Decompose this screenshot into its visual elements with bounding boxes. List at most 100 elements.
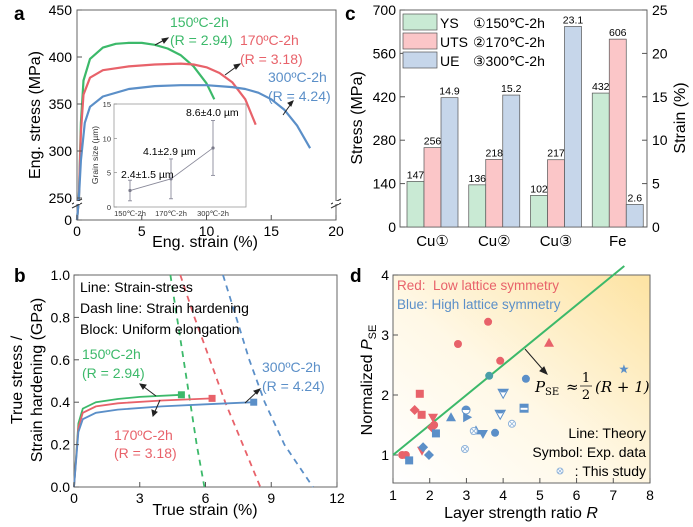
- x-tick-label: 8: [646, 487, 654, 503]
- x-tick-label: 6: [573, 487, 581, 503]
- panel-d-note-this-study: : This study: [575, 463, 646, 479]
- panel-b-ylabel-line2: Strain hardening (GPa): [29, 298, 46, 463]
- data-point-blue-star: [619, 364, 629, 374]
- category-label: Fe: [609, 233, 627, 250]
- x-tick-label: 4: [499, 487, 507, 503]
- bar-uts: [608, 38, 627, 228]
- panel-d-ylabel: Normalized PSE: [359, 325, 379, 436]
- x-tick-label: 5: [536, 487, 544, 503]
- x-tick-label: 7: [609, 487, 617, 503]
- legend-swatch-ue: [402, 51, 438, 69]
- y-tick-label: 4: [381, 267, 389, 283]
- y-tick-label: 0.0: [51, 479, 71, 495]
- bar-value-label: 2.6: [627, 192, 642, 204]
- x-tick-label: 20: [328, 223, 344, 239]
- inset-point: [169, 177, 173, 181]
- inset-y-tick-label: 15: [103, 100, 111, 109]
- data-point-blue-circle: [491, 428, 500, 437]
- legend-label-uts: UTS: [440, 34, 468, 50]
- uniform-elongation-block: [208, 394, 216, 402]
- panel-c-frame: [399, 9, 648, 228]
- panel-c-y2label: Strain (%): [672, 82, 689, 153]
- category-label: Cu②: [478, 233, 511, 250]
- panel-d-frame: [392, 274, 651, 484]
- y-tick-label: 0: [64, 212, 72, 228]
- bar-value-label: 217: [547, 148, 565, 160]
- y-tick-label: 350: [49, 96, 73, 112]
- panel-c-chart: 147 256 14.9 Cu① 136 218 15.2 Cu② 102 217 23.1 Cu③ 4…: [349, 2, 689, 250]
- b-annot-300-name: 300ºC-2h: [262, 359, 321, 375]
- equation-rhs: (R + 1): [595, 378, 650, 396]
- y-tick-label: 420: [373, 89, 397, 105]
- curve-170ºC-2h: [75, 62, 257, 221]
- marker-fill: [498, 389, 509, 393]
- marker-fill: [520, 409, 529, 413]
- data-point-teal-circle: [485, 371, 494, 380]
- panel-d-note-line: Line: Theory: [568, 425, 646, 441]
- category-label: Cu①: [416, 233, 449, 250]
- data-point-red-circle: [453, 340, 462, 348]
- bar-ys: [591, 92, 610, 228]
- b-annot-150-r: (R = 2.94): [82, 365, 145, 381]
- inset-value-label: 4.1±2.9 µm: [143, 146, 196, 158]
- y2-tick-label: 0: [652, 219, 660, 235]
- equation-numerator: 1: [582, 371, 590, 386]
- panel-d-xlabel: Layer strength ratio R: [444, 505, 598, 522]
- y2-tick-label: 5: [652, 176, 660, 192]
- panel-c-ylabel: Stress (MPa): [349, 71, 366, 164]
- equation-approx: ≈: [566, 378, 579, 396]
- data-point-blue-triangle-down: [477, 430, 488, 439]
- bar-uts: [423, 147, 442, 228]
- x-tick-label: 15: [263, 223, 279, 239]
- data-point-red-square: [415, 389, 424, 398]
- legend-label-ys: YS: [440, 15, 459, 31]
- bar-uts: [547, 159, 565, 228]
- stress-curve-300ºC-2h: [73, 401, 254, 488]
- legend-label-ue: UE: [440, 53, 459, 69]
- x-tick-label: 6: [202, 490, 210, 506]
- equation-arrow: [524, 348, 548, 375]
- bar-ys: [530, 195, 548, 228]
- bar-value-label: 218: [485, 147, 503, 159]
- bar-ue: [625, 204, 644, 228]
- inset-value-label: 8.6±4.0 µm: [186, 107, 239, 119]
- inset-ylabel: Grain size (µm): [90, 126, 100, 184]
- annot-170-r: (R = 3.18): [240, 51, 303, 67]
- b-annot-170-r: (R = 3.18): [114, 445, 177, 461]
- panel-label-a: a: [14, 4, 25, 25]
- annotation-arrows-b: [139, 383, 262, 418]
- bar-value-label: 256: [424, 136, 442, 148]
- data-point-blue-triangle-down-half: [497, 388, 509, 400]
- panel-label-d: d: [350, 266, 362, 287]
- category-label: Cu③: [540, 233, 573, 250]
- y-tick-label: 1.0: [51, 267, 71, 283]
- y-tick-label: 560: [373, 45, 397, 61]
- legend-swatch-uts: [402, 32, 438, 50]
- marker-fill: [520, 404, 529, 408]
- theory-equation: P SE ≈ 1 2 (R + 1): [534, 371, 650, 403]
- inset-point: [211, 146, 215, 150]
- hardening-curve-170ºC-2h: [179, 274, 262, 488]
- panel-d-note-symbol: Symbol: Exp. data: [532, 444, 646, 460]
- x-tick-label: 0: [70, 490, 78, 506]
- legend-swatch-ys: [402, 13, 438, 31]
- equation-lhs: P: [534, 378, 546, 396]
- legend-note: ②170℃-2h: [473, 34, 545, 50]
- marker-cross: [471, 428, 477, 434]
- y-tick-label: 3: [381, 327, 389, 343]
- panel-label-b: b: [14, 266, 26, 287]
- data-point-lightblue-this-study: [460, 445, 469, 453]
- y2-tick-label: 15: [652, 89, 668, 105]
- panel-b-note-line: Line: Strain-stress: [80, 279, 193, 295]
- panel-label-c: c: [345, 4, 356, 25]
- bar-value-label: 15.2: [501, 83, 522, 95]
- panel-b-chart: 0 3 6 9 12 0.0 0.2 0.4 0.6 0.8 1.0 Line: Strain-st…: [9, 267, 345, 519]
- panel-a-ylabel: Eng. stress (MPa): [27, 51, 44, 179]
- y-tick-label: 300: [49, 143, 73, 159]
- x-tick-label: 3: [463, 487, 471, 503]
- data-point-red-triangle-up: [544, 337, 555, 347]
- data-point-red-circle: [484, 317, 493, 326]
- y-tick-label: 1: [381, 447, 389, 463]
- marker-cross: [462, 446, 468, 452]
- y2-tick-label: 20: [652, 45, 668, 61]
